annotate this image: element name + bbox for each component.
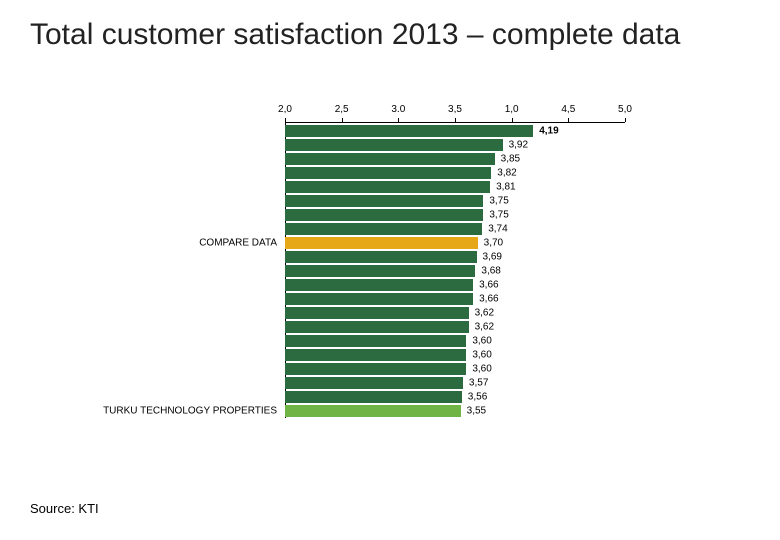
bar-value-label: 3,82 [497,168,516,179]
bar-row: 3,62 [285,320,625,334]
bar-row: 3,60 [285,348,625,362]
bar [285,237,478,249]
bar-row: 3,68 [285,264,625,278]
bar-row: 3,75 [285,208,625,222]
bar-value-label: 3,62 [475,322,494,333]
bar [285,377,463,389]
bar-value-label: 3,70 [484,238,503,249]
chart-plot-area: 2,02,53.03,51,04,55,04,193,923,853,823,8… [285,122,625,418]
bar [285,125,533,137]
bar-row: 3,75 [285,194,625,208]
bar-value-label: 3,60 [472,336,491,347]
bar-value-label: 3,75 [489,196,508,207]
axis-tick-label: 3.0 [391,104,405,115]
bar-row: 3,69 [285,250,625,264]
bar [285,265,475,277]
bar-row: 3,81 [285,180,625,194]
bar [285,181,490,193]
axis-tick-label: 5,0 [618,104,632,115]
bar [285,195,483,207]
bar-value-label: 3,66 [479,280,498,291]
bar-value-label: 3,74 [488,224,507,235]
bar-row: 3,55 [285,404,625,418]
bar [285,139,503,151]
bar [285,279,473,291]
bar-row: 3,66 [285,292,625,306]
bar [285,307,469,319]
bar-value-label: 3,85 [501,154,520,165]
bar-value-label: 3,60 [472,350,491,361]
category-label: COMPARE DATA [199,238,277,249]
bar [285,335,466,347]
bar-row: 3,57 [285,376,625,390]
bar-row: 3,74 [285,222,625,236]
bar [285,391,462,403]
axis-tick-mark [398,118,399,122]
bar [285,167,491,179]
bar [285,363,466,375]
bar-value-label: 3,75 [489,210,508,221]
axis-top-line [285,122,625,123]
axis-tick-label: 3,5 [448,104,462,115]
bar-row: 3,60 [285,334,625,348]
bar [285,405,461,417]
bar-value-label: 3,92 [509,140,528,151]
bar-value-label: 3,55 [467,406,486,417]
source-label: Source: KTI [30,501,99,516]
axis-tick-label: 2,5 [335,104,349,115]
bar-value-label: 3,57 [469,378,488,389]
axis-tick-mark [342,118,343,122]
bar-row: 3,92 [285,138,625,152]
axis-tick-label: 1,0 [505,104,519,115]
bar-value-label: 3,62 [475,308,494,319]
bar [285,321,469,333]
chart-inner: 2,0 2,5 3.0 3,5 1,0 4,5 5,0 4,19 3,92 3,85 3,82 3,8… [115,100,655,440]
bar-row: 3,56 [285,390,625,404]
bar [285,223,482,235]
bar-row: 3,66 [285,278,625,292]
bar [285,349,466,361]
bar [285,251,477,263]
axis-tick-mark [512,118,513,122]
bar-row: 3,70 [285,236,625,250]
bar [285,293,473,305]
axis-tick-mark [625,118,626,122]
bar-row: 4,19 [285,124,625,138]
bar-value-label: 3,81 [496,182,515,193]
bar [285,153,495,165]
bar [285,209,483,221]
bar-value-label: 3,60 [472,364,491,375]
slide: Total customer satisfaction 2013 – compl… [0,0,780,540]
axis-tick-mark [455,118,456,122]
bar-row: 3,82 [285,166,625,180]
axis-tick-label: 4,5 [561,104,575,115]
bar-value-label: 3,69 [483,252,502,263]
axis-tick-mark [568,118,569,122]
bar-row: 3,85 [285,152,625,166]
chart-container: 2,0 2,5 3.0 3,5 1,0 4,5 5,0 4,19 3,92 3,85 3,82 3,8… [115,100,655,440]
category-label: TURKU TECHNOLOGY PROPERTIES [103,406,277,417]
bar-row: 3,60 [285,362,625,376]
bar-row: 3,62 [285,306,625,320]
bar-value-label: 3,68 [481,266,500,277]
page-title: Total customer satisfaction 2013 – compl… [30,18,680,52]
axis-tick-label: 2,0 [278,104,292,115]
bar-value-label: 3,56 [468,392,487,403]
bar-value-label: 3,66 [479,294,498,305]
bar-value-label: 4,19 [539,126,558,137]
axis-tick-mark [285,118,286,122]
